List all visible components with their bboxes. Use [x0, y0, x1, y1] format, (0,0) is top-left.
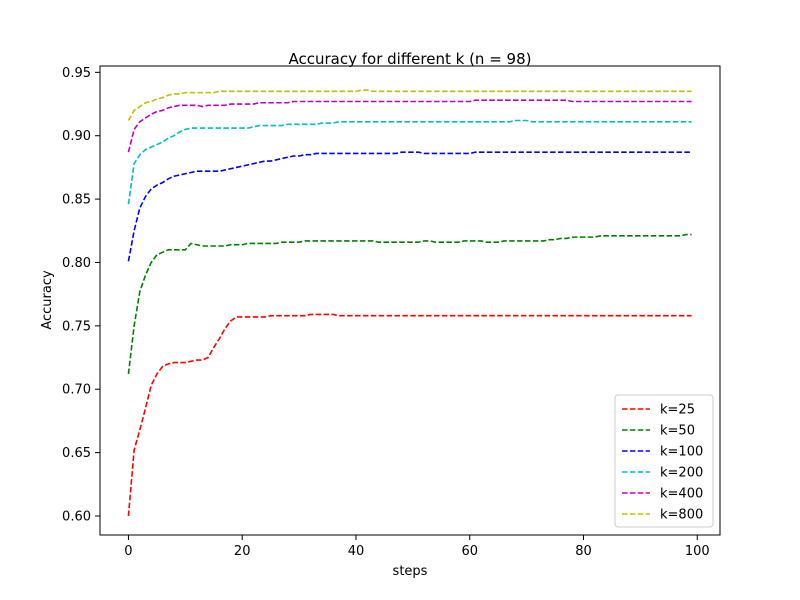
plot-frame — [99, 65, 721, 536]
y-tick-label: 0.90 — [62, 129, 91, 144]
legend-label: k=25 — [660, 403, 695, 418]
legend-box — [614, 394, 714, 528]
legend: k=25 k=50 k=100 k=200 k=400 k=800 — [614, 394, 714, 528]
x-axis: 0 20 40 60 80 100 — [124, 535, 710, 559]
y-tick-label: 0.60 — [62, 509, 91, 524]
y-tick-label: 0.75 — [62, 319, 91, 334]
y-tick-label: 0.65 — [62, 446, 91, 461]
legend-label: k=100 — [660, 445, 703, 460]
y-tick-label: 0.70 — [62, 383, 91, 398]
series-line-2 — [127, 233, 692, 375]
series-line-4 — [127, 119, 692, 205]
y-tick-label: 0.80 — [62, 256, 91, 271]
series-line-6 — [127, 89, 692, 121]
x-tick-label: 80 — [575, 544, 592, 559]
x-tick-label: 100 — [685, 544, 710, 559]
y-tick-label: 0.85 — [62, 193, 91, 208]
series-layer — [127, 89, 692, 517]
series-line-5 — [127, 99, 692, 153]
x-tick-label: 40 — [348, 544, 365, 559]
chart-title: Accuracy for different k (n = 98) — [289, 50, 532, 68]
legend-label: k=200 — [660, 466, 703, 481]
x-tick-label: 60 — [461, 544, 478, 559]
legend-label: k=50 — [660, 424, 695, 439]
y-axis: 0.60 0.65 0.70 0.75 0.80 0.85 0.90 0.95 — [62, 66, 100, 524]
legend-label: k=800 — [660, 508, 703, 523]
y-axis-label: Accuracy — [40, 270, 55, 330]
x-tick-label: 20 — [234, 544, 251, 559]
y-tick-label: 0.95 — [62, 66, 91, 81]
series-line-3 — [127, 151, 692, 262]
legend-label: k=400 — [660, 487, 703, 502]
x-tick-label: 0 — [124, 544, 132, 559]
x-axis-label: steps — [393, 564, 428, 579]
series-line-1 — [127, 313, 692, 517]
